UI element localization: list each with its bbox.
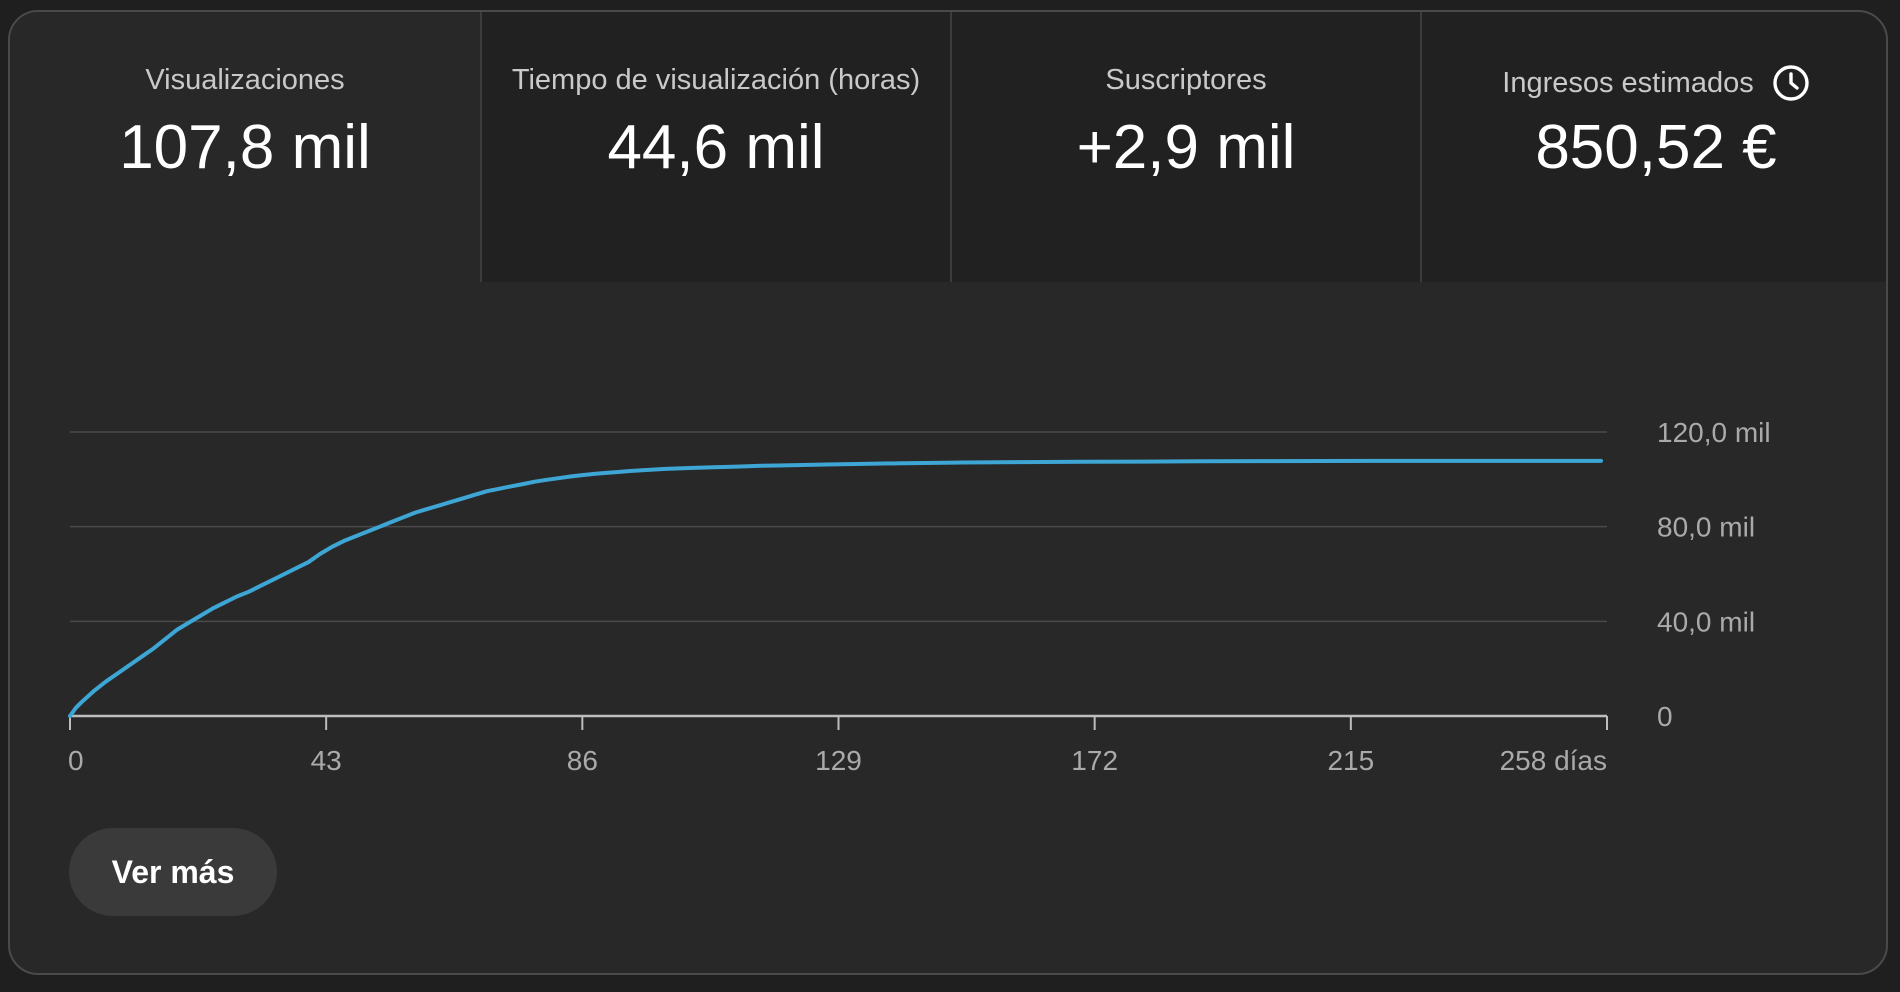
metric-tabs: Visualizaciones 107,8 mil Tiempo de visu… [10, 12, 1886, 282]
x-tick-label: 43 [311, 745, 342, 776]
x-tick-label: 172 [1071, 745, 1118, 776]
y-tick-label: 80,0 mil [1657, 512, 1755, 543]
tab-subscribers-label-text: Suscriptores [1105, 64, 1267, 96]
tab-views-value: 107,8 mil [119, 113, 371, 182]
tab-subscribers-label: Suscriptores [952, 64, 1420, 97]
tab-estimated-revenue[interactable]: Ingresos estimados 850,52 € [1420, 12, 1886, 282]
y-tick-label: 40,0 mil [1657, 606, 1755, 637]
chart-svg: 0 40,0 mil 80,0 mil 120,0 mil 0 43 86 129 172 215… [68, 417, 1771, 776]
x-tick-label: 215 [1327, 745, 1374, 776]
tab-watch-time-value: 44,6 mil [607, 113, 825, 182]
views-chart: 0 40,0 mil 80,0 mil 120,0 mil 0 43 86 129 172 215… [10, 282, 1886, 802]
tab-estimated-revenue-value: 850,52 € [1535, 113, 1777, 182]
see-more-button[interactable]: Ver más [69, 828, 277, 916]
tab-estimated-revenue-label: Ingresos estimados [1422, 64, 1886, 102]
x-tick-label: 129 [815, 745, 862, 776]
tab-views-label: Visualizaciones [10, 64, 480, 97]
x-tick-label: 0 [68, 745, 84, 776]
tab-estimated-revenue-label-text: Ingresos estimados [1502, 66, 1754, 99]
tab-watch-time-label: Tiempo de visualización (horas) [482, 64, 950, 97]
tab-subscribers-value: +2,9 mil [1076, 113, 1296, 182]
y-tick-label: 120,0 mil [1657, 417, 1771, 448]
tab-watch-time[interactable]: Tiempo de visualización (horas) 44,6 mil [480, 12, 950, 282]
tab-subscribers[interactable]: Suscriptores +2,9 mil [950, 12, 1420, 282]
x-tick-label: 258 días [1500, 745, 1607, 776]
chart-canvas: 0 40,0 mil 80,0 mil 120,0 mil 0 43 86 129 172 215… [10, 282, 1886, 802]
y-tick-label: 0 [1657, 701, 1673, 732]
clock-icon[interactable] [1772, 64, 1810, 102]
tab-views[interactable]: Visualizaciones 107,8 mil [10, 12, 480, 282]
analytics-card: Visualizaciones 107,8 mil Tiempo de visu… [8, 10, 1888, 975]
series-line [68, 458, 1603, 718]
tab-watch-time-label-text: Tiempo de visualización (horas) [511, 64, 921, 96]
x-tick-label: 86 [567, 745, 598, 776]
tab-views-label-text: Visualizaciones [145, 64, 345, 96]
